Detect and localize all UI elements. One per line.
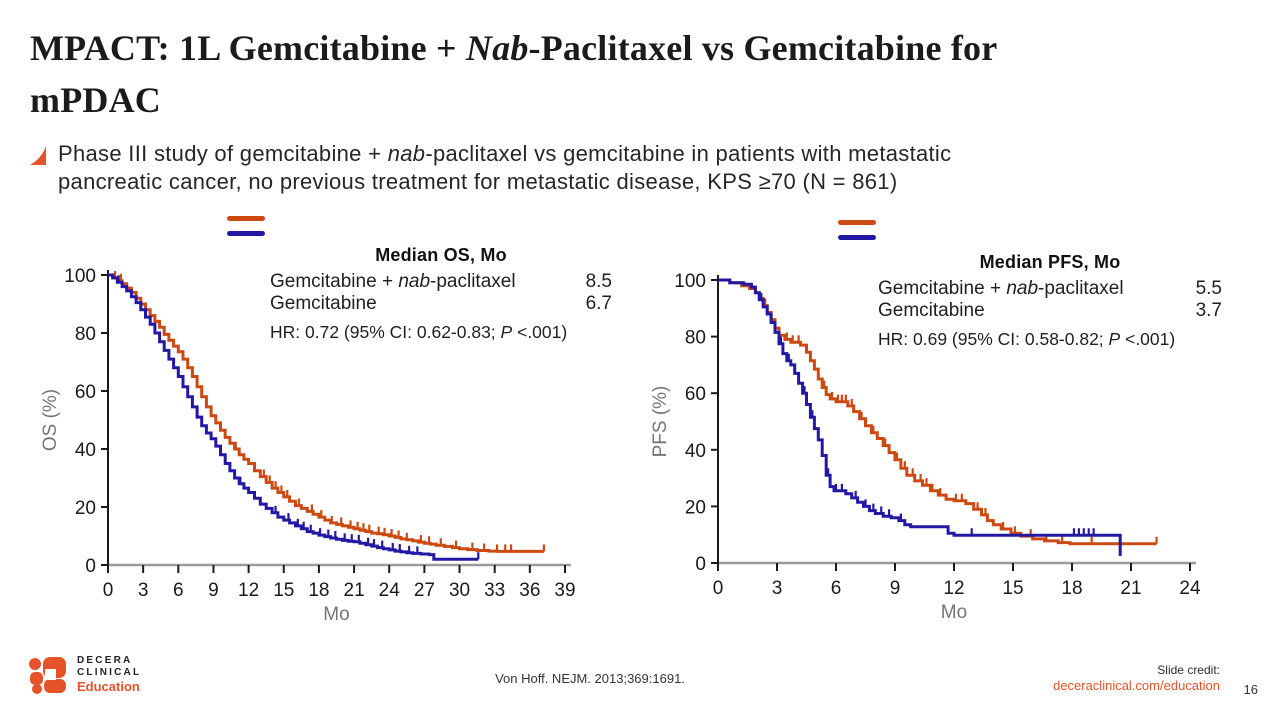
stat-value: 6.7 (585, 292, 612, 314)
decera-logo: DECERA CLINICAL Education (28, 655, 141, 695)
x-tick-label: 24 (379, 580, 401, 601)
logo-line1: DECERA (77, 655, 133, 666)
pfs-stats-table: Median PFS, Mo Gemcitabine + nab-paclita… (878, 252, 1222, 350)
y-tick-label: 80 (75, 324, 96, 345)
bullet-text: Phase III study of gemcitabine + nab-pac… (58, 141, 952, 194)
x-tick-label: 3 (138, 580, 149, 601)
x-tick-label: 9 (208, 580, 219, 601)
x-tick-label: 18 (308, 580, 329, 601)
y-tick-label: 100 (64, 266, 96, 287)
x-tick-label: 21 (344, 580, 365, 601)
control-legend-swatch (227, 231, 265, 236)
os-stats-header: Median OS, Mo (375, 245, 507, 265)
slide-credit-link[interactable]: deceraclinical.com/education (1053, 678, 1220, 693)
x-tick-label: 27 (414, 580, 435, 601)
x-tick-label: 18 (1061, 578, 1082, 599)
stat-label: Gemcitabine + nab-paclitaxel (270, 271, 516, 292)
x-axis-title: Mo (941, 602, 967, 623)
page-number: 16 (1243, 682, 1258, 697)
y-tick-label: 60 (685, 384, 706, 405)
x-tick-label: 39 (554, 580, 575, 601)
x-tick-label: 12 (238, 580, 259, 601)
x-tick-label: 24 (1179, 578, 1201, 599)
y-axis-title: PFS (%) (650, 386, 671, 458)
y-tick-label: 40 (685, 441, 706, 462)
citation: Von Hoff. NEJM. 2013;369:1691. (495, 671, 685, 686)
gemcitabine-nab-paclitaxel-curve (718, 278, 1157, 546)
y-tick-label: 100 (674, 271, 706, 292)
os-legend (227, 216, 265, 246)
x-tick-label: 33 (484, 580, 505, 601)
y-tick-label: 40 (75, 440, 96, 461)
y-tick-label: 20 (75, 498, 96, 519)
x-axis-title: Mo (323, 604, 349, 625)
logo-line3: Education (77, 679, 140, 694)
x-tick-label: 12 (943, 578, 964, 599)
slide-credit-label: Slide credit: (1157, 663, 1220, 677)
bullet-marker-icon (30, 146, 46, 165)
y-tick-label: 0 (85, 556, 96, 577)
pfs-km-chart: 0 20 40 60 80 100 0 3 6 9 12 15 18 21 24 Mo PFS (%) (650, 271, 1201, 623)
x-tick-label: 0 (103, 580, 114, 601)
y-tick-label: 0 (695, 554, 706, 575)
os-stats-table: Median OS, Mo Gemcitabine + nab-paclitax… (270, 245, 612, 343)
stat-label: Gemcitabine + nab-paclitaxel (878, 278, 1124, 299)
x-tick-label: 30 (449, 580, 470, 601)
x-tick-label: 6 (173, 580, 184, 601)
stat-label: Gemcitabine (270, 292, 377, 314)
x-tick-label: 3 (772, 578, 783, 599)
x-tick-label: 15 (1002, 578, 1023, 599)
x-tick-label: 0 (713, 578, 724, 599)
stat-value: 3.7 (1195, 299, 1222, 321)
slide-credit: Slide credit: deceraclinical.com/educati… (1053, 663, 1220, 694)
y-tick-label: 20 (685, 497, 706, 518)
stat-row-control: Gemcitabine 3.7 (878, 300, 1222, 322)
x-tick-label: 15 (273, 580, 294, 601)
pfs-hazard-ratio: HR: 0.69 (95% CI: 0.58-0.82; P <.001) (878, 329, 1176, 349)
y-tick-label: 80 (685, 328, 706, 349)
title-text: MPACT: 1L Gemcitabine + (30, 28, 466, 68)
treatment-legend-swatch (227, 216, 265, 221)
x-tick-label: 21 (1120, 578, 1141, 599)
stat-value: 5.5 (1195, 278, 1222, 299)
slide-title: MPACT: 1L Gemcitabine + Nab-Paclitaxel v… (30, 28, 998, 120)
y-tick-label: 60 (75, 382, 96, 403)
control-legend-swatch (838, 235, 876, 240)
gemcitabine-curve (108, 273, 479, 561)
stat-label: Gemcitabine (878, 299, 985, 321)
x-tick-label: 9 (890, 578, 901, 599)
os-hazard-ratio: HR: 0.72 (95% CI: 0.62-0.83; P <.001) (270, 322, 568, 342)
x-tick-label: 6 (831, 578, 842, 599)
stat-row-control: Gemcitabine 6.7 (270, 293, 612, 315)
stat-row-treatment: Gemcitabine + nab-paclitaxel 8.5 (270, 271, 612, 293)
stat-value: 8.5 (585, 271, 612, 292)
x-tick-label: 36 (519, 580, 540, 601)
pfs-legend (838, 220, 876, 250)
treatment-legend-swatch (838, 220, 876, 225)
gemcitabine-nab-paclitaxel-curve (108, 273, 544, 553)
logo-line2: CLINICAL (77, 667, 142, 678)
pfs-stats-header: Median PFS, Mo (979, 252, 1121, 272)
stat-row-treatment: Gemcitabine + nab-paclitaxel 5.5 (878, 278, 1222, 300)
y-axis-title: OS (%) (40, 389, 61, 451)
gemcitabine-curve (718, 278, 1122, 556)
decera-logo-icon (29, 657, 66, 694)
